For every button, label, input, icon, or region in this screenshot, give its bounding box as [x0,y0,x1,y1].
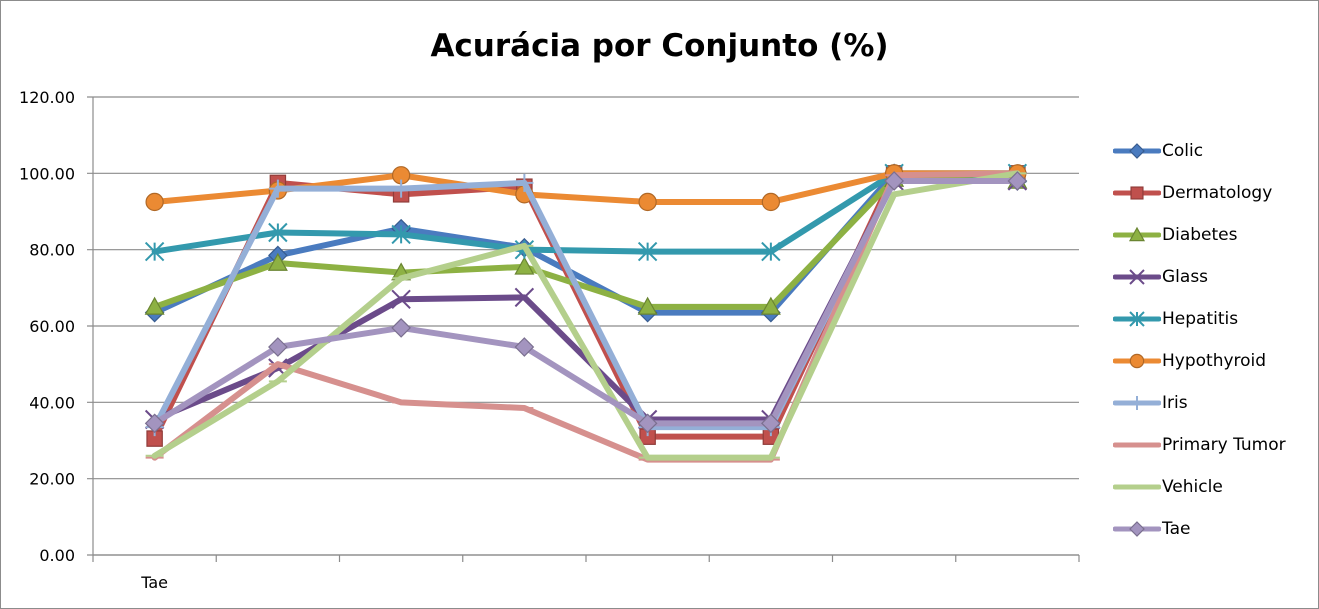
legend-label: Glass [1162,267,1209,287]
y-tick-label: 80.00 [29,241,75,260]
data-point [637,296,658,315]
legend-label: Hypothyroid [1162,351,1267,371]
data-point [761,413,781,434]
data-point [638,192,657,212]
x-tick-label: Tae [140,573,168,592]
data-point [144,241,165,262]
legend-label: Hepatitis [1162,309,1239,329]
y-tick-label: 0.00 [39,546,75,565]
data-point [268,337,288,357]
legend-item: Colic [1113,140,1313,162]
legend-item: Hepatitis [1113,308,1313,330]
data-point [145,192,164,212]
series-tae [144,171,1028,434]
data-point [514,337,535,357]
legend-marker [1113,353,1161,369]
y-tick-label: 20.00 [29,470,75,489]
series-iris [145,171,1027,437]
legend-label: Diabetes [1162,225,1238,245]
legend-marker [1113,226,1161,242]
y-tick-label: 40.00 [29,393,75,412]
series-line [151,170,1021,461]
legend-symbol [1129,311,1145,327]
data-point [391,318,411,338]
legend-marker [1113,484,1161,490]
data-point [391,224,411,245]
legend-item: Dermatology [1113,182,1313,204]
chart-title: Acurácia por Conjunto (%) [430,28,889,64]
legend-label: Tae [1162,519,1191,539]
data-point [514,256,535,275]
data-point [144,296,165,315]
legend-marker [1113,396,1161,410]
data-point [392,179,411,198]
series-line [151,176,1021,310]
legend-label: Primary Tumor [1162,435,1286,455]
data-point [267,252,288,271]
legend-label: Iris [1162,393,1188,413]
series-line [151,177,1021,427]
series-line [151,177,1021,431]
legend-marker [1113,186,1161,200]
legend-symbol [1129,269,1145,285]
data-point [515,173,534,192]
legend-symbol [1128,226,1146,242]
data-point [761,192,781,212]
legend-item: Diabetes [1113,224,1313,246]
legend-symbol [1130,186,1144,200]
data-point [391,289,411,309]
legend-item: Tae [1113,518,1313,540]
y-tick-label: 120.00 [19,88,75,107]
legend-item: Iris [1113,392,1313,414]
data-point [884,171,904,191]
legend-marker [1113,143,1161,159]
data-point [637,413,658,434]
legend-symbol [1129,521,1145,537]
legend-symbol [1129,353,1145,369]
legend-label: Vehicle [1162,477,1223,497]
data-point [268,222,288,243]
data-point [144,413,165,434]
legend-symbol [1130,396,1144,410]
data-point [761,241,781,262]
legend-marker [1113,442,1161,448]
legend-marker [1113,521,1161,537]
legend-marker [1113,269,1161,285]
data-point [760,296,781,315]
legend-marker [1113,311,1161,327]
legend-item: Vehicle [1113,476,1313,498]
data-point [637,241,658,262]
y-tick-label: 60.00 [29,317,75,336]
data-point [1007,171,1028,191]
series-line [151,170,1021,255]
legend-symbol [1129,143,1145,159]
legend-item: Hypothyroid [1113,350,1313,372]
data-point [268,179,287,198]
legend-item: Primary Tumor [1113,434,1313,456]
y-tick-label: 100.00 [19,164,75,183]
data-point [514,287,535,308]
legend-label: Colic [1162,141,1204,161]
legend-item: Glass [1113,266,1313,288]
legend-label: Dermatology [1162,183,1273,203]
